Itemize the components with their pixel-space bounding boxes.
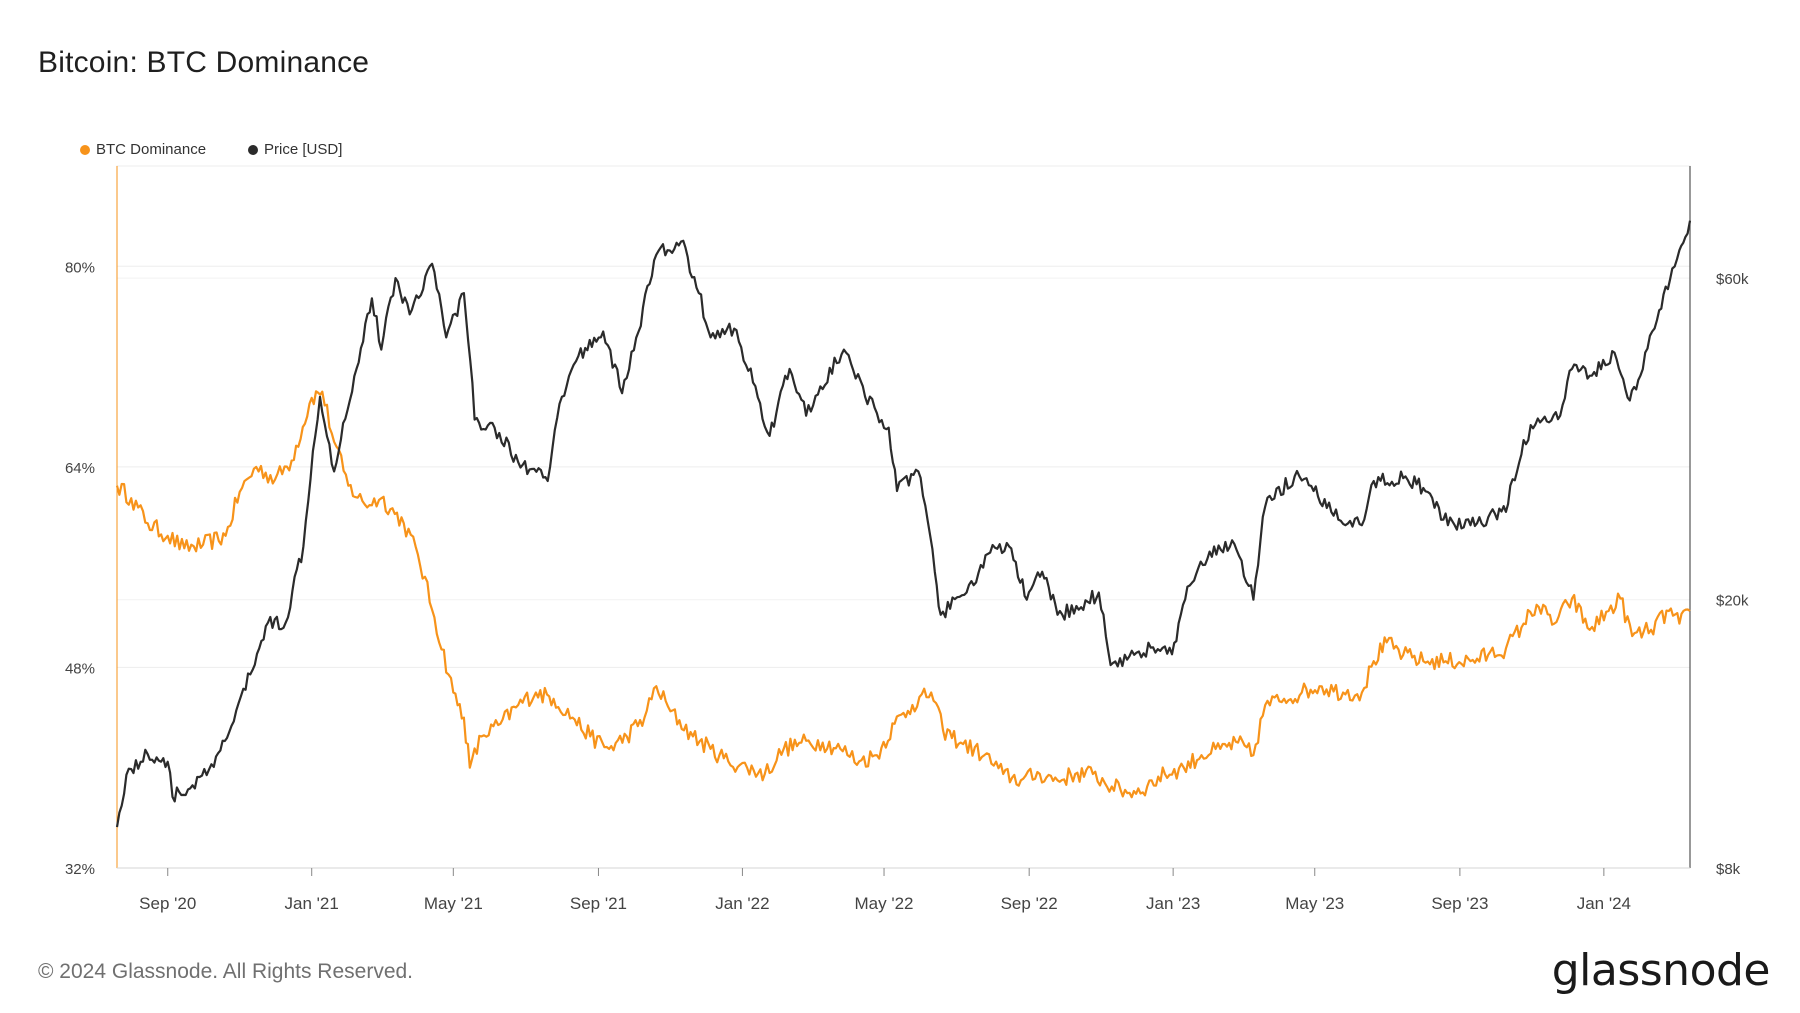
y-left-tick-label: 32% xyxy=(65,861,95,878)
x-tick-label: Sep '21 xyxy=(570,894,627,913)
y-right-tick-label: $8k xyxy=(1716,861,1741,878)
chart-title: Bitcoin: BTC Dominance xyxy=(38,46,370,79)
legend-item-price[interactable]: Price [USD] xyxy=(248,141,342,158)
y-left-tick-label: 64% xyxy=(65,460,95,477)
copyright-footer: © 2024 Glassnode. All Rights Reserved. xyxy=(38,960,414,983)
legend-dot-dominance xyxy=(80,144,90,155)
legend-label-dominance: BTC Dominance xyxy=(96,141,207,158)
x-tick-label: May '21 xyxy=(424,894,483,913)
x-tick-label: Jan '24 xyxy=(1577,894,1631,913)
x-tick-label: May '23 xyxy=(1285,894,1344,913)
plot-frame xyxy=(116,165,1691,869)
y-left-tick-label: 48% xyxy=(65,660,95,677)
x-tick-label: Jan '22 xyxy=(715,894,769,913)
y-left-tick-label: 80% xyxy=(65,259,95,276)
y-right-tick-label: $60k xyxy=(1716,271,1749,288)
x-tick-label: Sep '23 xyxy=(1431,894,1488,913)
legend-item-dominance[interactable]: BTC Dominance xyxy=(80,141,206,158)
legend-label-price: Price [USD] xyxy=(264,141,343,158)
x-tick-label: Sep '20 xyxy=(139,894,196,913)
series-layer xyxy=(115,220,1692,828)
legend-dot-price xyxy=(248,144,259,155)
chart-legend: BTC Dominance Price [USD] xyxy=(80,141,342,158)
axis-layer: 80% 64% 48% 32% $60k $20k $8k Sep '20 Jan '21 May… xyxy=(65,166,1749,913)
x-tick-label: Jan '23 xyxy=(1146,894,1200,913)
x-tick-label: Sep '22 xyxy=(1001,894,1058,913)
x-tick-label: May '22 xyxy=(855,894,914,913)
y-right-tick-label: $20k xyxy=(1716,593,1749,610)
series-line-price-usd xyxy=(115,220,1692,828)
grid-layer xyxy=(116,165,1691,869)
glassnode-logo: glassnode xyxy=(1551,945,1771,996)
x-tick-label: Jan '21 xyxy=(285,894,339,913)
series-line-btc-dominance xyxy=(115,390,1691,799)
